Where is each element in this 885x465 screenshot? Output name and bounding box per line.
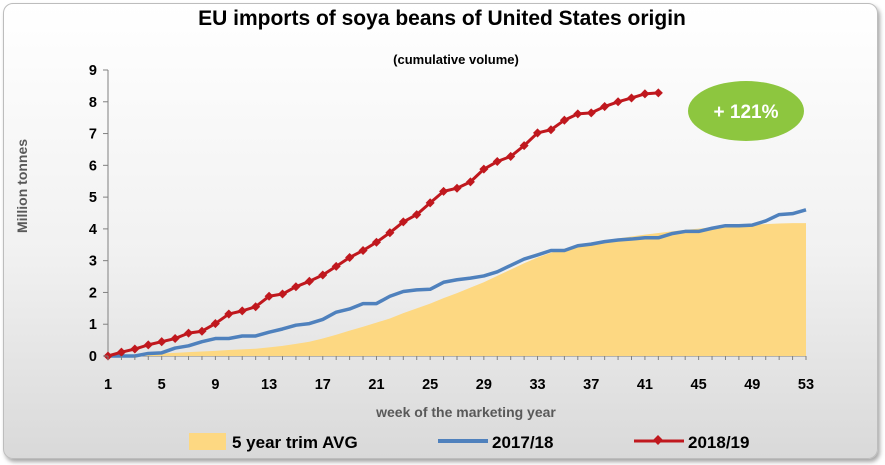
line-2017-layer xyxy=(108,208,807,358)
y-tick-label: 6 xyxy=(89,158,97,174)
x-tick-label: 25 xyxy=(422,377,438,393)
y-tick-label: 8 xyxy=(89,95,97,111)
series-marker-2018 xyxy=(157,337,167,347)
series-marker-2018 xyxy=(640,89,650,99)
legend-marker-2018 xyxy=(653,435,663,445)
chart-subtitle: (cumulative volume) xyxy=(393,52,519,67)
series-marker-2018 xyxy=(600,102,610,112)
y-tick-label: 3 xyxy=(89,254,97,270)
x-tick-label: 49 xyxy=(744,377,760,393)
series-marker-2018 xyxy=(184,328,194,338)
y-tick-label: 4 xyxy=(89,222,97,238)
change-badge-label: + 121% xyxy=(714,102,779,123)
series-marker-2018 xyxy=(613,97,623,107)
series-marker-2018 xyxy=(519,141,529,151)
series-marker-2018 xyxy=(304,276,314,286)
series-marker-2018 xyxy=(586,108,596,118)
x-tick-label: 33 xyxy=(529,377,545,393)
series-marker-2018 xyxy=(143,340,153,350)
x-tick-label: 5 xyxy=(158,377,166,393)
series-marker-2018 xyxy=(345,252,355,263)
y-tick-label: 1 xyxy=(89,317,97,333)
y-tick-label: 5 xyxy=(89,190,97,206)
x-axis-label: week of the marketing year xyxy=(375,404,556,420)
series-marker-2018 xyxy=(653,88,663,98)
series-marker-2018 xyxy=(452,183,462,193)
x-tick-label: 53 xyxy=(798,377,814,393)
y-tick-label: 9 xyxy=(89,63,97,79)
series-marker-2018 xyxy=(130,344,140,354)
x-tick-label: 29 xyxy=(476,377,492,393)
legend-label-2017: 2017/18 xyxy=(492,433,553,452)
series-line-2017 xyxy=(108,208,807,358)
series-marker-2018 xyxy=(224,309,234,319)
legend-label-2018: 2018/19 xyxy=(688,433,749,452)
series-marker-2018 xyxy=(237,306,247,316)
x-tick-label: 17 xyxy=(315,377,331,393)
y-axis-label: Million tonnes xyxy=(14,139,30,233)
x-tick-label: 41 xyxy=(637,377,653,393)
series-marker-2018 xyxy=(210,319,220,329)
series-marker-2018 xyxy=(492,156,502,167)
x-tick-label: 1 xyxy=(104,377,112,393)
series-marker-2018 xyxy=(425,198,435,208)
legend: 5 year trim AVG 2017/18 2018/19 xyxy=(189,433,749,452)
area-layer xyxy=(108,223,806,356)
x-tick-label: 21 xyxy=(368,377,384,393)
series-marker-2018 xyxy=(251,302,261,312)
series-marker-2018 xyxy=(626,93,637,103)
series-marker-2018 xyxy=(398,217,408,227)
y-tick-label: 2 xyxy=(89,285,97,301)
x-tick-label: 45 xyxy=(691,377,707,393)
legend-swatch-area xyxy=(189,433,226,450)
y-tick-label: 0 xyxy=(89,349,97,365)
series-marker-2018 xyxy=(573,109,583,119)
x-ticks: 1 5 9 13 17 21 25 29 33 37 41 45 49 53 xyxy=(104,356,814,393)
x-tick-label: 37 xyxy=(583,377,599,393)
series-marker-2018 xyxy=(170,333,180,344)
legend-label-area: 5 year trim AVG xyxy=(232,433,358,452)
series-marker-2018 xyxy=(358,245,368,256)
change-badge-shape xyxy=(688,81,804,141)
series-marker-2018 xyxy=(465,177,475,187)
x-tick-label: 9 xyxy=(211,377,219,393)
y-ticks: 0 1 2 3 4 5 6 7 8 9 xyxy=(89,63,108,365)
x-tick-label: 13 xyxy=(261,377,277,393)
series-marker-2018 xyxy=(197,326,207,336)
chart-title: EU imports of soya beans of United State… xyxy=(198,7,686,30)
change-badge: + 121% xyxy=(688,81,804,141)
series-area-5yr-avg xyxy=(108,223,806,356)
series-marker-2018 xyxy=(116,347,126,357)
y-tick-label: 7 xyxy=(89,127,97,143)
